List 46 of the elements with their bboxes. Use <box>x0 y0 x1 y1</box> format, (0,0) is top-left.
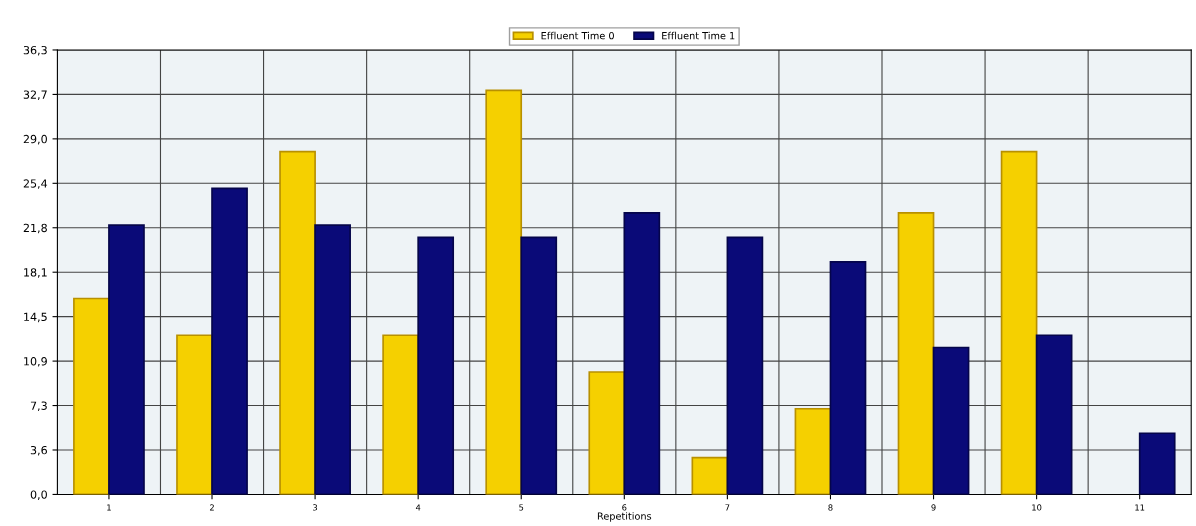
bar <box>1000 150 1038 495</box>
bar <box>314 224 351 495</box>
bar <box>211 187 248 495</box>
bar <box>382 334 420 495</box>
bar <box>279 150 316 495</box>
legend-label: Effluent Time 1 <box>662 31 735 40</box>
bar <box>176 334 213 495</box>
bar <box>485 89 523 495</box>
bar <box>726 236 764 495</box>
x-tick-label: 3 <box>313 504 318 511</box>
y-tick-label: 7,3 <box>30 401 47 412</box>
bar <box>829 260 867 495</box>
bar <box>1138 432 1176 495</box>
x-tick-label: 2 <box>209 504 214 511</box>
bar <box>932 346 970 495</box>
x-tick-label: 8 <box>828 504 833 511</box>
y-tick-label: 36,3 <box>23 45 47 56</box>
y-tick-label: 0,0 <box>30 490 47 500</box>
x-tick-label: 11 <box>1135 504 1145 511</box>
x-tick-label: 1 <box>107 504 111 511</box>
bar <box>520 236 558 495</box>
x-tick-label: 6 <box>622 504 627 511</box>
y-tick-label: 3,6 <box>30 445 47 456</box>
x-tick-label: 10 <box>1032 504 1042 511</box>
x-tick-label: 7 <box>725 504 730 511</box>
y-tick-label: 21,8 <box>23 223 47 234</box>
y-tick-label: 25,4 <box>23 179 48 189</box>
x-tick-label: 5 <box>519 504 524 511</box>
bar <box>794 407 832 495</box>
x-axis-title: Repetitions <box>597 512 652 522</box>
y-tick-label: 14,5 <box>24 312 47 323</box>
x-tick-label: 9 <box>931 504 936 511</box>
legend-label: Effluent Time 0 <box>541 31 614 40</box>
bar <box>897 211 935 495</box>
bar <box>73 297 110 495</box>
y-tick-label: 18,1 <box>24 268 47 278</box>
bar <box>623 211 661 495</box>
bar <box>1035 334 1073 495</box>
y-tick-label: 10,9 <box>24 357 47 367</box>
bar <box>108 224 145 495</box>
bar <box>588 371 626 495</box>
bar <box>691 456 729 495</box>
y-tick-label: 29,0 <box>23 134 47 145</box>
x-tick-label: 4 <box>415 504 421 511</box>
bar <box>417 236 455 495</box>
y-tick-label: 32,7 <box>23 90 47 100</box>
